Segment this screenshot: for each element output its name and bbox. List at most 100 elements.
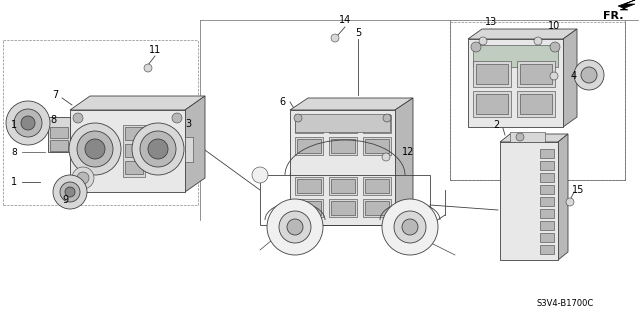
Polygon shape	[558, 134, 568, 260]
Text: 6: 6	[279, 97, 285, 107]
Bar	[295, 137, 323, 155]
Bar	[363, 177, 391, 195]
Bar	[295, 199, 323, 217]
Bar	[540, 245, 554, 254]
Bar	[331, 179, 355, 193]
Polygon shape	[70, 96, 205, 110]
Circle shape	[6, 101, 50, 145]
Text: 13: 13	[485, 17, 497, 27]
Text: 1: 1	[11, 177, 17, 187]
Bar	[297, 139, 321, 153]
Circle shape	[550, 72, 558, 80]
Polygon shape	[468, 29, 577, 39]
Circle shape	[140, 131, 176, 167]
Bar	[331, 117, 355, 131]
Bar	[540, 185, 554, 194]
Bar	[295, 115, 323, 133]
Circle shape	[65, 187, 75, 197]
Polygon shape	[618, 0, 635, 10]
Circle shape	[69, 123, 121, 175]
Bar	[125, 161, 143, 174]
Bar	[329, 177, 357, 195]
Bar	[48, 117, 70, 152]
Circle shape	[72, 167, 94, 189]
Text: 4: 4	[571, 71, 577, 81]
Circle shape	[85, 139, 105, 159]
Circle shape	[77, 172, 89, 184]
Text: FR.: FR.	[603, 11, 623, 21]
Polygon shape	[563, 29, 577, 127]
Text: 12: 12	[402, 147, 414, 157]
Bar	[329, 137, 357, 155]
Circle shape	[479, 37, 487, 45]
Bar	[363, 199, 391, 217]
Text: 5: 5	[355, 28, 361, 38]
Text: 3: 3	[185, 119, 191, 129]
Polygon shape	[395, 98, 413, 225]
Text: 14: 14	[339, 15, 351, 25]
Bar	[540, 221, 554, 230]
Bar	[365, 201, 389, 215]
Circle shape	[53, 175, 87, 209]
Bar	[297, 117, 321, 131]
Circle shape	[566, 198, 574, 206]
Text: 1: 1	[11, 120, 17, 130]
Bar	[540, 197, 554, 206]
Bar	[363, 137, 391, 155]
Circle shape	[402, 219, 418, 235]
Circle shape	[382, 199, 438, 255]
Bar	[295, 114, 390, 132]
Polygon shape	[468, 39, 563, 127]
Bar	[365, 139, 389, 153]
Bar	[473, 45, 558, 67]
Text: 2: 2	[493, 120, 499, 130]
Bar	[365, 117, 389, 131]
Bar	[331, 201, 355, 215]
Bar	[517, 91, 555, 117]
Bar	[473, 61, 511, 87]
Circle shape	[516, 133, 524, 141]
Bar	[329, 115, 357, 133]
Bar	[520, 64, 552, 84]
Text: 10: 10	[548, 21, 560, 31]
Circle shape	[267, 199, 323, 255]
Polygon shape	[185, 96, 205, 192]
Circle shape	[382, 153, 390, 161]
Text: 7: 7	[52, 90, 58, 100]
Bar	[295, 177, 323, 195]
Text: 8: 8	[11, 148, 17, 156]
Circle shape	[252, 167, 268, 183]
Circle shape	[60, 182, 80, 202]
Bar	[50, 127, 68, 138]
Circle shape	[77, 131, 113, 167]
Circle shape	[383, 114, 391, 122]
Polygon shape	[290, 110, 395, 225]
Bar	[329, 199, 357, 217]
Bar	[297, 179, 321, 193]
Bar	[123, 125, 145, 177]
Circle shape	[581, 67, 597, 83]
Bar	[540, 149, 554, 158]
Bar	[540, 173, 554, 182]
Circle shape	[73, 113, 83, 123]
Bar	[540, 161, 554, 170]
Bar	[331, 139, 355, 153]
Text: 9: 9	[62, 195, 68, 205]
Circle shape	[574, 60, 604, 90]
Polygon shape	[290, 98, 413, 110]
Circle shape	[14, 109, 42, 137]
Circle shape	[144, 64, 152, 72]
Bar	[520, 94, 552, 114]
Polygon shape	[500, 134, 568, 142]
Bar	[50, 140, 68, 151]
Circle shape	[294, 114, 302, 122]
Circle shape	[21, 116, 35, 130]
Circle shape	[132, 123, 184, 175]
Text: 15: 15	[572, 185, 584, 195]
Circle shape	[471, 42, 481, 52]
Bar	[125, 127, 143, 140]
Text: 8: 8	[50, 115, 56, 125]
Circle shape	[148, 139, 168, 159]
Text: 11: 11	[149, 45, 161, 55]
Circle shape	[287, 219, 303, 235]
